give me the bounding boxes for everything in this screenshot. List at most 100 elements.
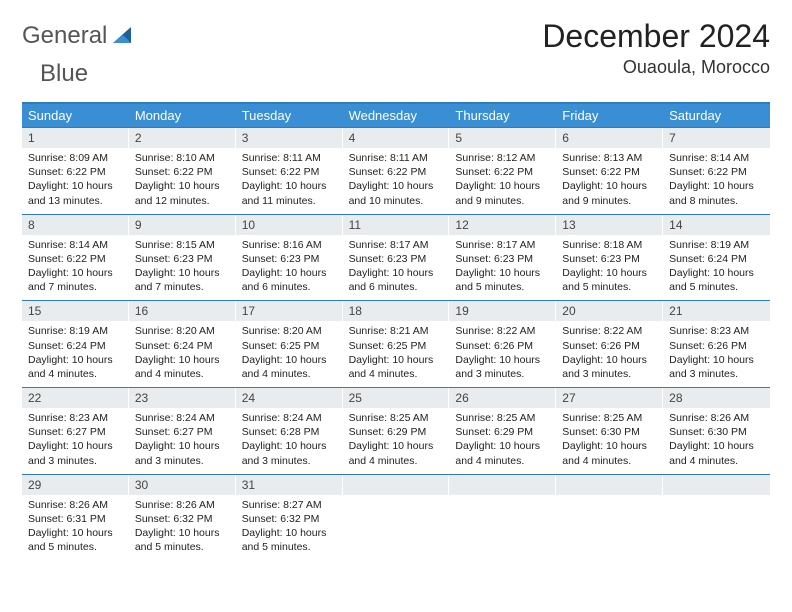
day-number: 3 xyxy=(236,128,343,148)
day-number: 11 xyxy=(343,215,450,235)
daylight-text: Daylight: 10 hours xyxy=(455,179,550,193)
daylight-text: Daylight: 10 hours xyxy=(562,179,657,193)
day-content: Sunrise: 8:25 AMSunset: 6:29 PMDaylight:… xyxy=(343,408,450,474)
day-content: Sunrise: 8:27 AMSunset: 6:32 PMDaylight:… xyxy=(236,495,343,561)
day-content xyxy=(663,495,770,561)
daylight-text: Daylight: 10 hours xyxy=(455,353,550,367)
daylight-text: and 4 minutes. xyxy=(669,454,764,468)
day-content: Sunrise: 8:22 AMSunset: 6:26 PMDaylight:… xyxy=(556,321,663,387)
daylight-text: and 3 minutes. xyxy=(135,454,230,468)
day-content: Sunrise: 8:26 AMSunset: 6:30 PMDaylight:… xyxy=(663,408,770,474)
sunset-text: Sunset: 6:31 PM xyxy=(28,512,123,526)
brand-logo: General xyxy=(22,18,135,50)
daylight-text: and 4 minutes. xyxy=(349,454,444,468)
day-number: 19 xyxy=(449,301,556,321)
daylight-text: and 9 minutes. xyxy=(455,194,550,208)
day-content: Sunrise: 8:20 AMSunset: 6:25 PMDaylight:… xyxy=(236,321,343,387)
dow-wednesday: Wednesday xyxy=(343,104,450,127)
daylight-text: and 3 minutes. xyxy=(455,367,550,381)
daylight-text: and 4 minutes. xyxy=(562,454,657,468)
sunset-text: Sunset: 6:23 PM xyxy=(135,252,230,266)
day-of-week-row: Sunday Monday Tuesday Wednesday Thursday… xyxy=(22,104,770,127)
brand-word2: Blue xyxy=(40,60,88,88)
week-daynum-row: 22232425262728 xyxy=(22,387,770,408)
sunrise-text: Sunrise: 8:23 AM xyxy=(28,411,123,425)
day-number: 25 xyxy=(343,388,450,408)
sunset-text: Sunset: 6:23 PM xyxy=(562,252,657,266)
day-number: 14 xyxy=(663,215,770,235)
sunset-text: Sunset: 6:26 PM xyxy=(562,339,657,353)
week-content-row: Sunrise: 8:09 AM Sunset: 6:22 PM Daylight:… xyxy=(22,148,770,214)
week-daynum-row: 891011121314 xyxy=(22,214,770,235)
daylight-text: and 5 minutes. xyxy=(562,280,657,294)
sunrise-text: Sunrise: 8:24 AM xyxy=(242,411,337,425)
daylight-text: and 9 minutes. xyxy=(562,194,657,208)
week-daynum-row: 15161718192021 xyxy=(22,300,770,321)
daylight-text: Daylight: 10 hours xyxy=(135,266,230,280)
day-content: Sunrise: 8:23 AMSunset: 6:26 PMDaylight:… xyxy=(663,321,770,387)
sunset-text: Sunset: 6:23 PM xyxy=(455,252,550,266)
sunset-text: Sunset: 6:27 PM xyxy=(135,425,230,439)
sunset-text: Sunset: 6:27 PM xyxy=(28,425,123,439)
day-number: 5 xyxy=(449,128,556,148)
day-content: Sunrise: 8:09 AMSunset: 6:22 PMDaylight:… xyxy=(22,148,129,214)
day-number: 28 xyxy=(663,388,770,408)
sunrise-text: Sunrise: 8:18 AM xyxy=(562,238,657,252)
sunrise-text: Sunrise: 8:10 AM xyxy=(135,151,230,165)
daylight-text: and 5 minutes. xyxy=(455,280,550,294)
sunset-text: Sunset: 6:28 PM xyxy=(242,425,337,439)
day-number: 2 xyxy=(129,128,236,148)
day-number: 21 xyxy=(663,301,770,321)
sunrise-text: Sunrise: 8:24 AM xyxy=(135,411,230,425)
sunset-text: Sunset: 6:29 PM xyxy=(455,425,550,439)
day-number: 29 xyxy=(22,475,129,495)
daylight-text: Daylight: 10 hours xyxy=(669,266,764,280)
daylight-text: Daylight: 10 hours xyxy=(242,526,337,540)
sunrise-text: Sunrise: 8:17 AM xyxy=(349,238,444,252)
day-number: 12 xyxy=(449,215,556,235)
dow-saturday: Saturday xyxy=(663,104,770,127)
daylight-text: Daylight: 10 hours xyxy=(135,353,230,367)
sunset-text: Sunset: 6:25 PM xyxy=(349,339,444,353)
daylight-text: Daylight: 10 hours xyxy=(242,353,337,367)
daylight-text: Daylight: 10 hours xyxy=(562,353,657,367)
daylight-text: Daylight: 10 hours xyxy=(28,266,123,280)
sunrise-text: Sunrise: 8:09 AM xyxy=(28,151,123,165)
daylight-text: and 10 minutes. xyxy=(349,194,444,208)
daylight-text: and 4 minutes. xyxy=(455,454,550,468)
calendar: Sunday Monday Tuesday Wednesday Thursday… xyxy=(22,102,770,560)
sunset-text: Sunset: 6:24 PM xyxy=(669,252,764,266)
sunset-text: Sunset: 6:22 PM xyxy=(669,165,764,179)
daylight-text: and 3 minutes. xyxy=(562,367,657,381)
day-content: Sunrise: 8:19 AMSunset: 6:24 PMDaylight:… xyxy=(663,235,770,301)
sunset-text: Sunset: 6:24 PM xyxy=(28,339,123,353)
day-content: Sunrise: 8:23 AMSunset: 6:27 PMDaylight:… xyxy=(22,408,129,474)
sunset-text: Sunset: 6:24 PM xyxy=(135,339,230,353)
day-content: Sunrise: 8:17 AMSunset: 6:23 PMDaylight:… xyxy=(343,235,450,301)
daylight-text: Daylight: 10 hours xyxy=(28,439,123,453)
sunrise-text: Sunrise: 8:16 AM xyxy=(242,238,337,252)
sunrise-text: Sunrise: 8:19 AM xyxy=(28,324,123,338)
daylight-text: and 5 minutes. xyxy=(135,540,230,554)
day-number: 4 xyxy=(343,128,450,148)
sunrise-text: Sunrise: 8:26 AM xyxy=(669,411,764,425)
day-content: Sunrise: 8:26 AMSunset: 6:31 PMDaylight:… xyxy=(22,495,129,561)
day-number: 17 xyxy=(236,301,343,321)
title-block: December 2024 Ouaoula, Morocco xyxy=(542,18,770,78)
sunset-text: Sunset: 6:32 PM xyxy=(135,512,230,526)
daylight-text: Daylight: 10 hours xyxy=(135,439,230,453)
sunrise-text: Sunrise: 8:20 AM xyxy=(242,324,337,338)
day-number: 10 xyxy=(236,215,343,235)
sunset-text: Sunset: 6:25 PM xyxy=(242,339,337,353)
sunrise-text: Sunrise: 8:27 AM xyxy=(242,498,337,512)
sunrise-text: Sunrise: 8:13 AM xyxy=(562,151,657,165)
day-number: 22 xyxy=(22,388,129,408)
daylight-text: Daylight: 10 hours xyxy=(669,439,764,453)
day-number: 26 xyxy=(449,388,556,408)
sunrise-text: Sunrise: 8:20 AM xyxy=(135,324,230,338)
day-number: 23 xyxy=(129,388,236,408)
day-content: Sunrise: 8:13 AMSunset: 6:22 PMDaylight:… xyxy=(556,148,663,214)
day-content: Sunrise: 8:14 AMSunset: 6:22 PMDaylight:… xyxy=(22,235,129,301)
daylight-text: and 7 minutes. xyxy=(135,280,230,294)
day-content: Sunrise: 8:20 AMSunset: 6:24 PMDaylight:… xyxy=(129,321,236,387)
